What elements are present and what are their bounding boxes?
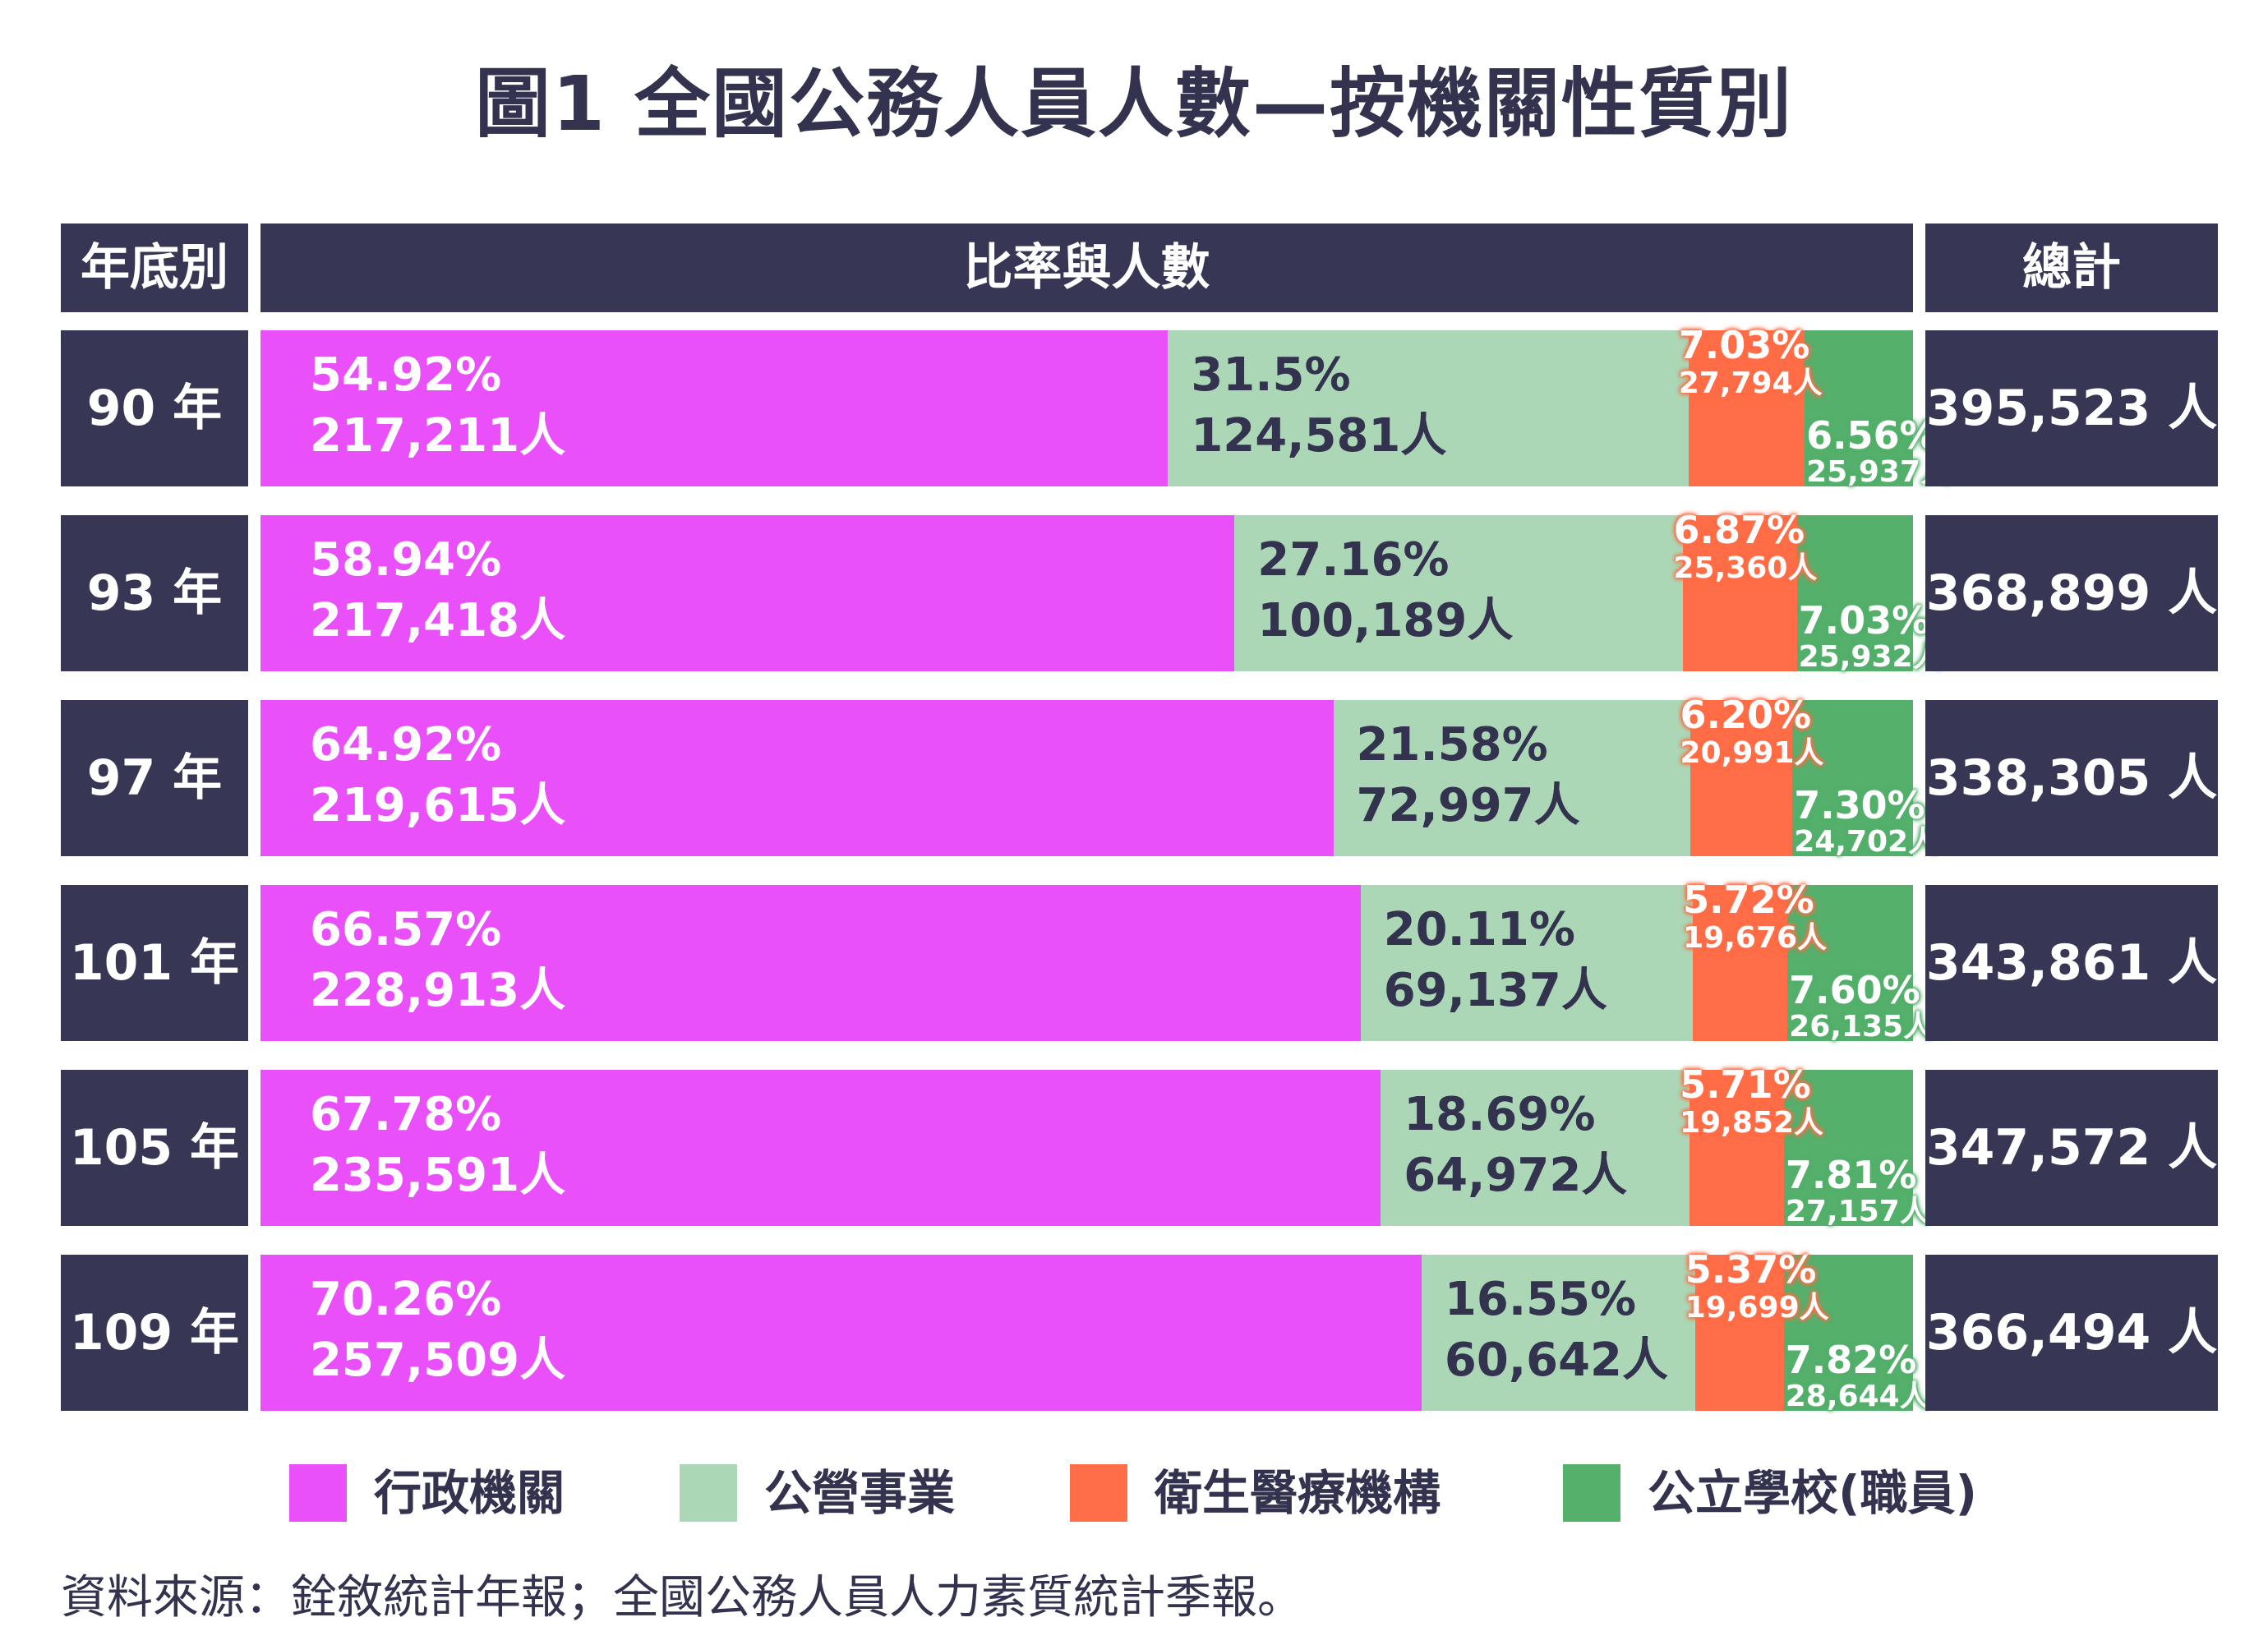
data-label-pct: 5.72% xyxy=(1683,878,1814,922)
data-label-pct: 7.60% xyxy=(1789,968,1920,1012)
year-label: 93 年 xyxy=(61,515,248,671)
data-label-pct: 5.71% xyxy=(1680,1062,1811,1107)
bar-segment-administrative xyxy=(260,700,1334,856)
data-label-count: 100,189人 xyxy=(1257,594,1514,647)
legend-swatch-administrative xyxy=(289,1464,347,1522)
data-label-pct: 18.69% xyxy=(1404,1088,1596,1141)
bar-segment-administrative xyxy=(260,1255,1422,1411)
bar-segment-public-school xyxy=(1787,885,1913,1041)
data-label-count: 19,852人 xyxy=(1680,1106,1823,1140)
total-value: 343,861 人 xyxy=(1925,885,2218,1041)
data-label-count: 24,702人 xyxy=(1794,825,1938,859)
chart-title: 圖1 全國公務人員人數—按機關性質別 xyxy=(474,60,1794,148)
data-label-count: 72,997人 xyxy=(1356,779,1580,832)
data-label-pct: 7.81% xyxy=(1785,1153,1917,1197)
total-value: 347,572 人 xyxy=(1925,1070,2218,1226)
data-label-pct: 6.20% xyxy=(1680,693,1812,737)
header-year: 年底別 xyxy=(61,223,248,312)
bar-segment-public-school xyxy=(1796,515,1913,671)
data-label-count: 217,418人 xyxy=(310,594,566,647)
data-label-count: 64,972人 xyxy=(1404,1149,1628,1202)
data-label-pct: 6.87% xyxy=(1673,508,1805,552)
data-label-pct: 20.11% xyxy=(1383,903,1575,956)
data-label-count: 25,932人 xyxy=(1798,640,1943,674)
year-label: 90 年 xyxy=(61,330,248,486)
data-label-pct: 6.56% xyxy=(1806,413,1938,458)
data-label-pct: 54.92% xyxy=(310,348,502,402)
bar-segment-administrative xyxy=(260,885,1361,1041)
bar-segment-medical xyxy=(1694,1255,1784,1411)
data-label-pct: 7.82% xyxy=(1785,1338,1917,1382)
year-label: 97 年 xyxy=(61,700,248,856)
bar-segment-public-school xyxy=(1783,1255,1913,1411)
data-label-count: 27,794人 xyxy=(1678,366,1823,400)
bar-segment-medical xyxy=(1689,700,1793,856)
legend-swatch-state-enterprise xyxy=(680,1464,737,1522)
data-label-count: 20,991人 xyxy=(1680,736,1824,770)
data-label-pct: 67.78% xyxy=(310,1088,502,1141)
legend-label-administrative: 行政機關 xyxy=(374,1465,565,1521)
data-label-count: 235,591人 xyxy=(310,1149,566,1202)
data-label-pct: 27.16% xyxy=(1257,533,1450,587)
data-label-pct: 16.55% xyxy=(1444,1273,1637,1326)
legend-label-public-school: 公立學校(職員) xyxy=(1648,1465,1978,1521)
data-label-pct: 7.03% xyxy=(1798,598,1930,643)
data-label-count: 228,913人 xyxy=(310,964,566,1017)
data-label-pct: 66.57% xyxy=(310,903,502,956)
data-label-count: 28,644人 xyxy=(1785,1380,1929,1413)
header-total: 總計 xyxy=(1925,223,2218,312)
bar-segment-state-enterprise xyxy=(1360,885,1694,1041)
year-label: 101 年 xyxy=(61,885,248,1041)
bar-segment-administrative xyxy=(260,330,1169,486)
bar-segment-state-enterprise xyxy=(1234,515,1684,671)
data-label-count: 19,699人 xyxy=(1685,1291,1829,1325)
year-label: 105 年 xyxy=(61,1070,248,1226)
legend-label-medical: 衛生醫療機構 xyxy=(1155,1465,1441,1521)
data-label-pct: 31.5% xyxy=(1191,348,1351,402)
data-label-pct: 70.26% xyxy=(310,1273,502,1326)
data-label-pct: 64.92% xyxy=(310,718,502,772)
data-label-count: 69,137人 xyxy=(1383,964,1607,1017)
bar-segment-administrative xyxy=(260,515,1235,671)
header-ratio: 比率與人數 xyxy=(260,223,1913,312)
data-label-pct: 5.37% xyxy=(1685,1247,1817,1292)
bar-segment-state-enterprise xyxy=(1333,700,1690,856)
bar-segment-public-school xyxy=(1792,700,1913,856)
data-label-count: 217,211人 xyxy=(310,409,566,463)
data-label-count: 26,135人 xyxy=(1789,1010,1934,1044)
legend-swatch-medical xyxy=(1070,1464,1127,1522)
data-label-count: 60,642人 xyxy=(1444,1334,1669,1387)
bar-segment-state-enterprise xyxy=(1168,330,1689,486)
bar-segment-public-school xyxy=(1805,330,1913,486)
data-label-pct: 7.30% xyxy=(1794,783,1925,827)
bar-segment-medical xyxy=(1689,1070,1784,1226)
data-label-pct: 21.58% xyxy=(1356,718,1548,772)
bar-segment-medical xyxy=(1693,885,1788,1041)
bar-segment-state-enterprise xyxy=(1421,1255,1695,1411)
bar-segment-administrative xyxy=(260,1070,1381,1226)
data-label-pct: 7.03% xyxy=(1678,323,1810,367)
bar-segment-public-school xyxy=(1783,1070,1913,1226)
bar-segment-medical xyxy=(1688,330,1805,486)
total-value: 366,494 人 xyxy=(1925,1255,2218,1411)
bar-segment-state-enterprise xyxy=(1381,1070,1690,1226)
data-label-pct: 58.94% xyxy=(310,533,502,587)
data-label-count: 219,615人 xyxy=(310,779,566,832)
data-label-count: 124,581人 xyxy=(1191,409,1447,463)
data-label-count: 257,509人 xyxy=(310,1334,566,1387)
total-value: 395,523 人 xyxy=(1925,330,2218,486)
total-value: 338,305 人 xyxy=(1925,700,2218,856)
data-label-count: 27,157人 xyxy=(1785,1195,1929,1228)
legend-swatch-public-school xyxy=(1563,1464,1620,1522)
data-label-count: 25,360人 xyxy=(1673,551,1818,585)
total-value: 368,899 人 xyxy=(1925,515,2218,671)
bar-segment-medical xyxy=(1683,515,1797,671)
data-label-count: 19,676人 xyxy=(1683,921,1828,955)
source-note: 資料來源：銓敘統計年報；全國公務人員人力素質統計季報。 xyxy=(61,1571,1303,1624)
year-label: 109 年 xyxy=(61,1255,248,1411)
legend-label-state-enterprise: 公營事業 xyxy=(764,1465,956,1521)
